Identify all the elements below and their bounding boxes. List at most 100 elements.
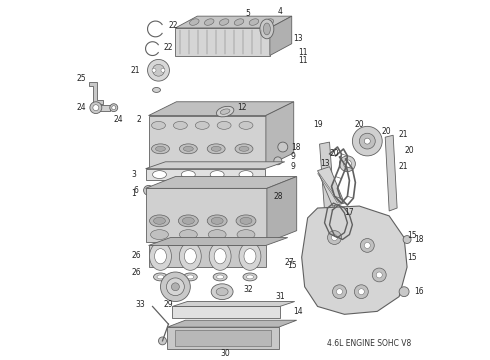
Ellipse shape — [184, 249, 196, 264]
Circle shape — [274, 157, 282, 165]
Circle shape — [359, 133, 375, 149]
Polygon shape — [146, 188, 267, 243]
Text: 15: 15 — [407, 253, 417, 262]
Text: 20: 20 — [330, 149, 339, 158]
Ellipse shape — [246, 275, 253, 279]
Text: 24: 24 — [114, 115, 123, 124]
Polygon shape — [89, 82, 103, 104]
Text: 2: 2 — [136, 115, 141, 124]
Text: 13: 13 — [320, 159, 329, 168]
Ellipse shape — [239, 121, 253, 129]
Ellipse shape — [274, 181, 281, 186]
Circle shape — [376, 272, 382, 278]
Ellipse shape — [207, 215, 227, 227]
Ellipse shape — [239, 147, 249, 151]
Ellipse shape — [220, 19, 229, 25]
Text: 25: 25 — [76, 74, 86, 83]
Ellipse shape — [264, 19, 273, 25]
Circle shape — [172, 283, 179, 291]
Circle shape — [152, 64, 165, 76]
Circle shape — [93, 105, 99, 111]
Circle shape — [403, 235, 411, 243]
Polygon shape — [270, 16, 292, 55]
Polygon shape — [267, 176, 297, 243]
Text: 14: 14 — [293, 307, 302, 316]
Text: 20: 20 — [404, 147, 414, 156]
Text: 31: 31 — [275, 292, 285, 301]
Text: 16: 16 — [414, 287, 424, 296]
Polygon shape — [175, 330, 271, 346]
Ellipse shape — [190, 19, 199, 25]
Ellipse shape — [214, 249, 226, 264]
Ellipse shape — [211, 147, 221, 151]
Text: 18: 18 — [291, 143, 300, 152]
Circle shape — [332, 235, 338, 240]
Ellipse shape — [210, 171, 224, 179]
Text: 1: 1 — [131, 189, 136, 198]
Circle shape — [372, 268, 386, 282]
Text: 22: 22 — [169, 22, 178, 31]
Circle shape — [147, 59, 170, 81]
Ellipse shape — [271, 179, 285, 188]
Text: 9: 9 — [290, 152, 295, 161]
Text: 20: 20 — [381, 127, 391, 136]
Ellipse shape — [236, 215, 256, 227]
Text: 15: 15 — [407, 231, 417, 240]
Circle shape — [360, 239, 374, 252]
Circle shape — [350, 220, 362, 231]
Polygon shape — [148, 238, 288, 246]
Circle shape — [90, 102, 102, 113]
Ellipse shape — [237, 230, 255, 239]
Circle shape — [278, 142, 288, 152]
Ellipse shape — [183, 147, 193, 151]
Circle shape — [343, 160, 351, 168]
Circle shape — [365, 138, 370, 144]
Text: 5: 5 — [245, 9, 250, 18]
Text: 24: 24 — [76, 103, 86, 112]
Ellipse shape — [216, 288, 228, 296]
Polygon shape — [168, 327, 279, 349]
Polygon shape — [148, 102, 294, 116]
Ellipse shape — [239, 242, 261, 270]
Ellipse shape — [173, 121, 187, 129]
Polygon shape — [148, 116, 266, 167]
Ellipse shape — [187, 275, 194, 279]
Ellipse shape — [196, 121, 209, 129]
Ellipse shape — [249, 19, 259, 25]
Text: 18: 18 — [414, 235, 424, 244]
Polygon shape — [175, 16, 292, 28]
Circle shape — [399, 287, 409, 297]
Polygon shape — [385, 135, 397, 211]
Text: 12: 12 — [237, 103, 247, 112]
Ellipse shape — [217, 106, 234, 117]
Text: 4.6L ENGINE SOHC V8: 4.6L ENGINE SOHC V8 — [327, 339, 412, 348]
Polygon shape — [266, 102, 294, 167]
Polygon shape — [168, 320, 297, 327]
Ellipse shape — [234, 19, 244, 25]
Ellipse shape — [182, 217, 195, 224]
Ellipse shape — [213, 273, 227, 281]
Text: 3: 3 — [131, 170, 136, 179]
Text: 19: 19 — [313, 120, 322, 129]
Text: 6: 6 — [133, 186, 138, 195]
Circle shape — [340, 156, 355, 172]
Text: 28: 28 — [273, 192, 283, 201]
Ellipse shape — [208, 230, 226, 239]
Polygon shape — [175, 28, 270, 55]
Ellipse shape — [220, 109, 230, 114]
Polygon shape — [96, 105, 110, 111]
Circle shape — [152, 68, 156, 72]
Text: 13: 13 — [293, 34, 302, 43]
Circle shape — [327, 231, 342, 244]
Circle shape — [161, 68, 165, 72]
Ellipse shape — [204, 19, 214, 25]
Ellipse shape — [155, 147, 166, 151]
Circle shape — [112, 106, 116, 110]
Ellipse shape — [243, 273, 257, 281]
Ellipse shape — [207, 144, 225, 154]
Polygon shape — [146, 162, 285, 169]
Ellipse shape — [211, 217, 223, 224]
Ellipse shape — [151, 121, 166, 129]
Text: 22: 22 — [164, 43, 173, 52]
Text: 26: 26 — [132, 251, 142, 260]
